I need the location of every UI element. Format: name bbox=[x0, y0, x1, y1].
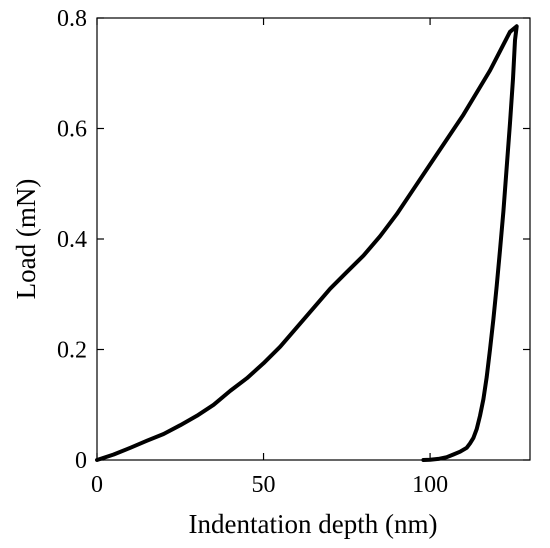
y-ticks: 0 0.2 0.4 0.6 0.8 bbox=[57, 6, 530, 474]
x-tick-label: 100 bbox=[412, 472, 448, 498]
y-tick-label: 0.8 bbox=[57, 6, 87, 32]
y-axis-label: Load (mN) bbox=[11, 179, 41, 300]
y-tick-label: 0.6 bbox=[57, 117, 87, 143]
plot-frame bbox=[96, 17, 531, 461]
x-ticks: 0 50 100 bbox=[91, 18, 448, 498]
x-tick-label: 0 bbox=[91, 472, 103, 498]
y-tick-label: 0.4 bbox=[57, 227, 87, 253]
y-tick-label: 0 bbox=[75, 448, 87, 474]
x-tick-label: 50 bbox=[252, 472, 276, 498]
load-depth-curve bbox=[95, 24, 519, 462]
y-tick-label: 0.2 bbox=[57, 338, 87, 364]
x-axis-label: Indentation depth (nm) bbox=[189, 509, 438, 539]
